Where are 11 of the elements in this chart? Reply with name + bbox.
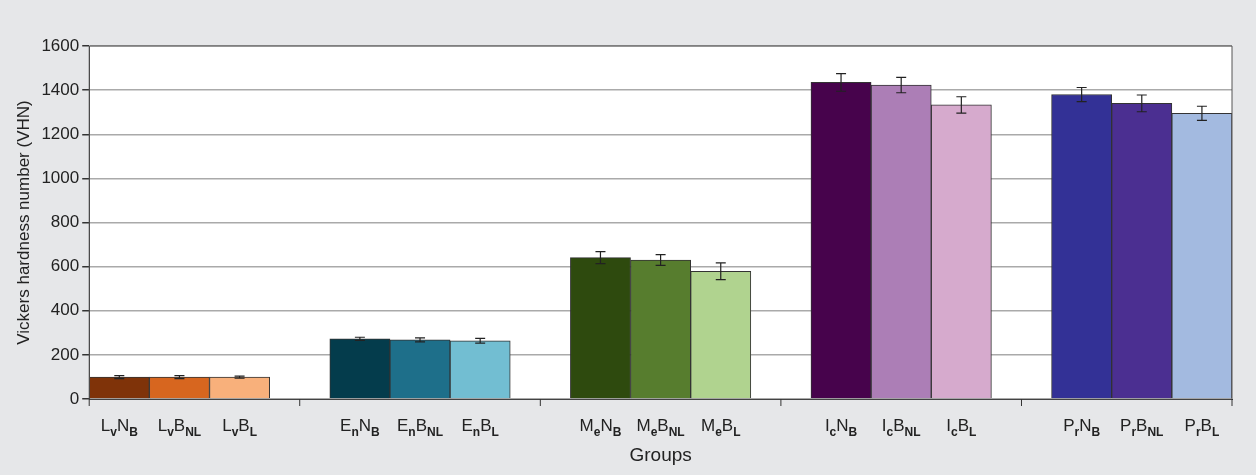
y-tick-label: 1000 bbox=[41, 168, 80, 188]
y-axis-title: Vickers hardness number (VHN) bbox=[13, 100, 33, 345]
y-tick-label: 600 bbox=[50, 256, 80, 276]
y-tick-label: 1600 bbox=[41, 35, 80, 55]
y-tick-label: 1200 bbox=[41, 123, 80, 143]
y-tick-label: 200 bbox=[50, 344, 80, 364]
y-tick-label: 400 bbox=[50, 300, 80, 320]
y-tick-label: 800 bbox=[50, 212, 80, 232]
x-axis-title: Groups bbox=[629, 444, 692, 465]
y-tick-label: 0 bbox=[69, 388, 80, 408]
y-tick-label: 1400 bbox=[41, 79, 80, 99]
